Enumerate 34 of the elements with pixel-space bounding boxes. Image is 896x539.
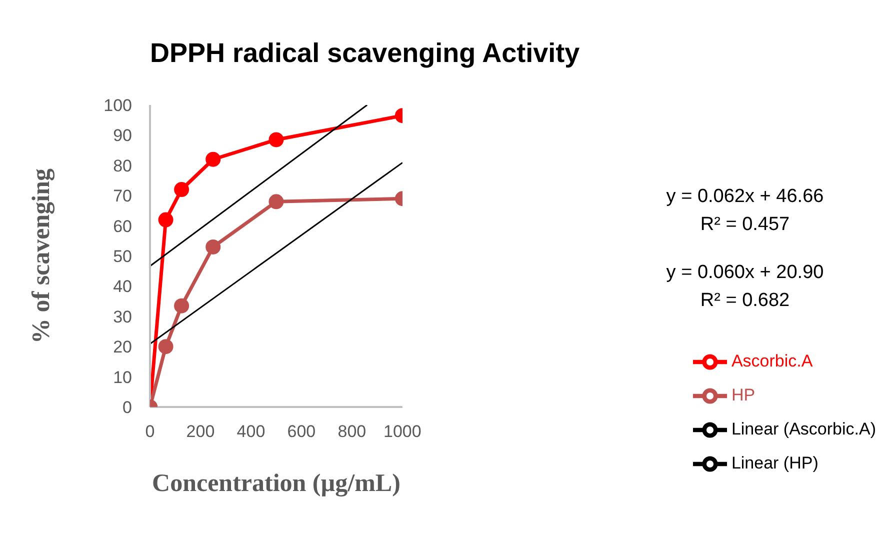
y-tick-label: 30 <box>113 307 132 326</box>
point <box>158 339 174 354</box>
x-axis-title: Concentration (µg/mL) <box>152 470 400 497</box>
point <box>206 152 221 167</box>
x-tick-label: 600 <box>287 422 316 442</box>
point <box>206 239 221 254</box>
text: R² = 0.457 <box>700 214 790 236</box>
x-tick-label: 1000 <box>384 422 422 442</box>
y-tick-label: 50 <box>113 247 132 266</box>
legend-label: HP <box>731 385 756 404</box>
text: y = 0.062x + 46.66 <box>666 186 824 208</box>
x-tick-label: 400 <box>236 422 266 442</box>
text: y = 0.060x + 20.90 <box>666 262 824 284</box>
legend-label: Linear (HP) <box>731 453 818 472</box>
legend-label: Ascorbic.A <box>731 351 813 370</box>
x-tick-label: 200 <box>186 422 215 442</box>
point <box>174 182 190 198</box>
y-tick-label: 40 <box>113 277 132 296</box>
point <box>158 212 174 228</box>
y-axis-title: % of scavenging <box>28 168 55 344</box>
x-tick-label: 0 <box>145 422 155 442</box>
x-tick-label: 800 <box>338 422 366 442</box>
text: R² = 0.682 <box>700 290 790 312</box>
y-tick-label: 10 <box>113 368 132 387</box>
chart-title: DPPH radical scavenging Activity <box>150 38 580 69</box>
y-tick-label: 70 <box>113 186 132 206</box>
y-tick-label: 20 <box>113 338 132 357</box>
y-tick-label: 0 <box>122 398 132 418</box>
y-tick-label: 90 <box>113 126 132 146</box>
legend-label: Linear (Ascorbic.A) <box>731 419 876 438</box>
y-tick-label: 100 <box>104 96 132 116</box>
point <box>174 298 190 314</box>
y-tick-label: 80 <box>113 156 132 176</box>
y-tick-label: 60 <box>113 216 132 236</box>
